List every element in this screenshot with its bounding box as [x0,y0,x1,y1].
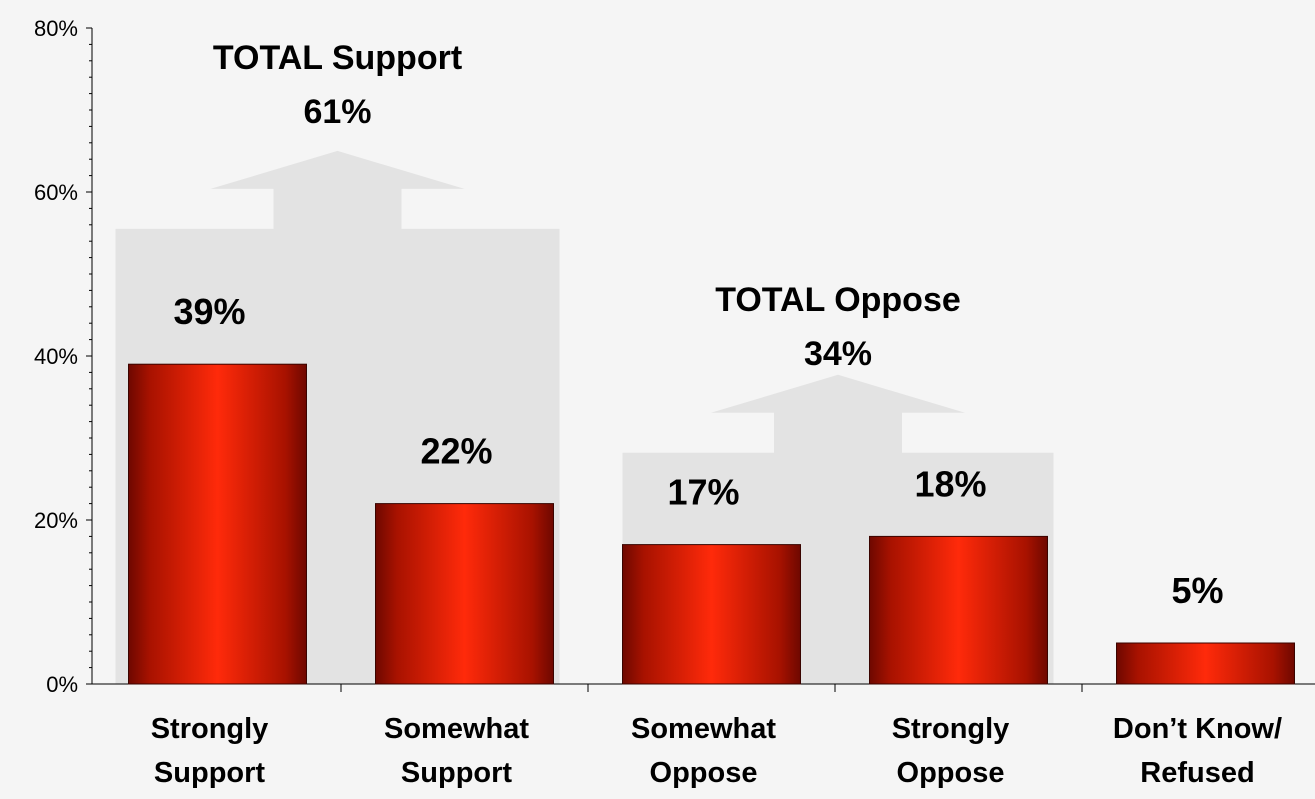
bar [1116,642,1295,685]
bar [128,363,307,685]
category-label: Support [401,757,512,789]
category-label: Refused [1140,757,1254,789]
group-title: TOTAL Oppose [715,281,961,319]
category-label: Oppose [897,757,1005,789]
category-label: Oppose [650,757,758,789]
group-total-label: 34% [804,335,872,373]
y-tick-label: 0% [46,672,78,697]
labels: TOTAL Support 61% TOTAL Oppose 34% 39% Strong… [151,39,1282,789]
bars [128,363,1295,685]
y-tick-label: 20% [34,508,78,533]
y-tick-label: 40% [34,344,78,369]
bar-value-label: 39% [173,291,245,332]
group-total-label: 61% [303,93,371,131]
category-label: Strongly [151,713,269,745]
bar [622,544,801,685]
bar-value-label: 17% [667,472,739,513]
y-tick-label: 80% [34,16,78,41]
bar-value-label: 18% [914,463,986,504]
category-label: Somewhat [631,713,776,745]
group-title: TOTAL Support [213,39,462,77]
bar [869,535,1048,685]
y-tick-label: 60% [34,180,78,205]
category-label: Strongly [892,713,1010,745]
bar-value-label: 5% [1171,570,1223,611]
category-label: Somewhat [384,713,529,745]
category-label: Don’t Know/ [1113,713,1282,745]
bar [375,503,554,685]
bar-value-label: 22% [420,431,492,472]
category-label: Support [154,757,265,789]
